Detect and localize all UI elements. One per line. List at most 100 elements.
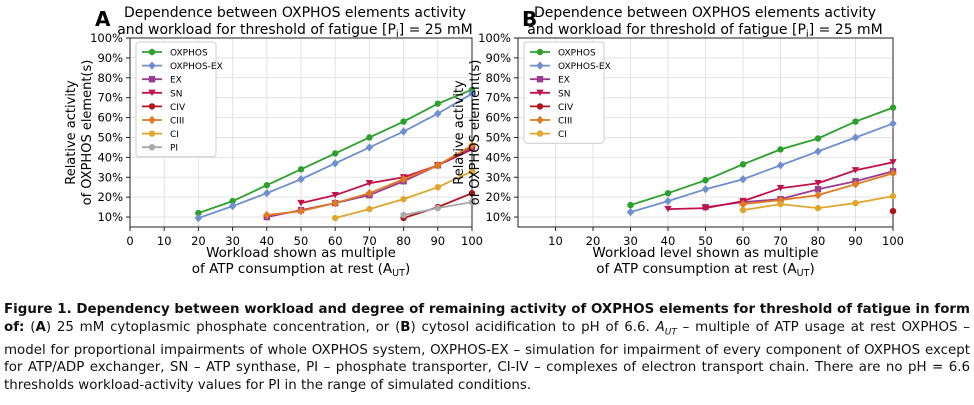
- legend-entry: OXPHOS-EX: [170, 62, 223, 72]
- data-point: [297, 166, 305, 173]
- legend-marker: [148, 144, 156, 151]
- data-point: [365, 143, 374, 152]
- data-point: [777, 200, 784, 208]
- plot-frame: [517, 37, 894, 228]
- legend-marker: [148, 61, 156, 70]
- x-tick-label: 20: [586, 234, 601, 248]
- x-tick-label: 50: [294, 234, 309, 248]
- data-point: [627, 201, 634, 209]
- legend-box: [135, 41, 217, 158]
- x-tick-label: 10: [548, 234, 563, 248]
- data-point: [701, 204, 710, 212]
- y-axis-label: Relative activity: [64, 80, 79, 185]
- x-tick-label: 80: [811, 234, 826, 248]
- data-point: [664, 196, 672, 206]
- legend: OXPHOS OXPHOS-EX EX SN CIV CIII CI PI: [135, 41, 223, 158]
- legend-entry: OXPHOS: [558, 49, 596, 59]
- data-point: [851, 180, 860, 189]
- caption-part-b: ) cytosol acidification to pH of 6.6.: [410, 319, 656, 335]
- data-point: [434, 109, 442, 118]
- legend-marker: [148, 76, 156, 83]
- data-point: [814, 190, 822, 200]
- data-point: [400, 195, 407, 203]
- data-point: [468, 141, 476, 150]
- data-point: [851, 133, 860, 142]
- data-point: [332, 150, 339, 157]
- x-tick-label: 30: [623, 234, 638, 248]
- legend-entry: CIV: [558, 103, 574, 113]
- data-point: [297, 175, 305, 184]
- legend-marker: [148, 130, 156, 137]
- y-tick-label: 20%: [97, 190, 123, 204]
- legend: OXPHOS OXPHOS-EX EX SN CIV CIII CI: [523, 41, 611, 144]
- data-point: [664, 189, 672, 197]
- series-ci: [332, 168, 476, 222]
- legend-entry: CIV: [170, 103, 186, 113]
- y-tick-label: 30%: [97, 170, 123, 184]
- data-point: [228, 201, 237, 211]
- legend-marker: [536, 76, 544, 83]
- data-point: [739, 161, 747, 168]
- x-axis-label-line2: of ATP consumption at rest (AUT): [192, 261, 410, 279]
- data-point: [229, 197, 236, 205]
- x-axis-label-line2: of ATP consumption at rest (AUT): [596, 261, 814, 279]
- y-tick-label: 100%: [478, 31, 511, 45]
- x-tick-label: 90: [430, 234, 445, 248]
- data-point: [814, 186, 822, 193]
- panel-label: A: [95, 7, 111, 31]
- data-point: [331, 159, 339, 168]
- y-tick-label: 70%: [485, 91, 511, 105]
- y-tick-label: 80%: [97, 71, 123, 85]
- x-tick-label: 40: [259, 234, 274, 248]
- legend-marker: [148, 89, 156, 96]
- data-point: [776, 161, 785, 170]
- data-point: [889, 169, 897, 178]
- series-ciii: [263, 141, 476, 220]
- data-point: [889, 159, 897, 166]
- data-point: [814, 180, 822, 187]
- series-line: [630, 122, 894, 213]
- data-point: [814, 135, 822, 142]
- legend-entry: CI: [558, 130, 567, 140]
- legend-entry: OXPHOS: [170, 49, 208, 59]
- legend-entry: EX: [170, 76, 182, 86]
- chart-title: Dependence between OXPHOS elements activ…: [534, 5, 876, 21]
- y-axis-label: of OXPHOS element(s): [80, 60, 95, 206]
- data-point: [365, 188, 374, 198]
- x-tick-label: 30: [225, 234, 240, 248]
- x-axis-label: Workload shown as multiple: [206, 245, 396, 261]
- data-point: [365, 180, 374, 187]
- y-tick-label: 60%: [485, 111, 511, 125]
- data-point: [701, 185, 710, 194]
- data-point: [851, 167, 860, 174]
- data-point: [263, 188, 271, 198]
- data-point: [889, 207, 897, 215]
- y-tick-label: 100%: [90, 31, 123, 45]
- x-tick-label: 80: [396, 234, 411, 248]
- data-point: [776, 185, 785, 192]
- legend-marker: [536, 89, 544, 96]
- x-tick-label: 100: [882, 234, 904, 248]
- x-tick-label: 40: [661, 234, 676, 248]
- series-sn: [664, 159, 897, 213]
- data-point: [852, 199, 859, 207]
- chart-panel-a: A Dependence between OXPHOS elements acti…: [64, 5, 483, 279]
- caption-lead: Figure 1. Dependency between workload an…: [4, 302, 970, 335]
- data-point: [400, 118, 407, 125]
- y-tick-label: 40%: [485, 150, 511, 164]
- y-tick-label: 80%: [485, 71, 511, 85]
- caption-label-a: A: [35, 319, 46, 335]
- data-point: [194, 213, 203, 223]
- legend-entry: CIII: [558, 117, 572, 127]
- data-point: [739, 206, 747, 214]
- data-point: [814, 204, 822, 212]
- x-tick-label: 50: [698, 234, 713, 248]
- y-tick-label: 90%: [485, 51, 511, 65]
- data-point: [889, 104, 897, 111]
- data-point: [468, 198, 476, 206]
- data-point: [297, 206, 305, 216]
- data-point: [468, 189, 476, 197]
- data-point: [814, 147, 822, 156]
- plot-frame: [129, 37, 473, 228]
